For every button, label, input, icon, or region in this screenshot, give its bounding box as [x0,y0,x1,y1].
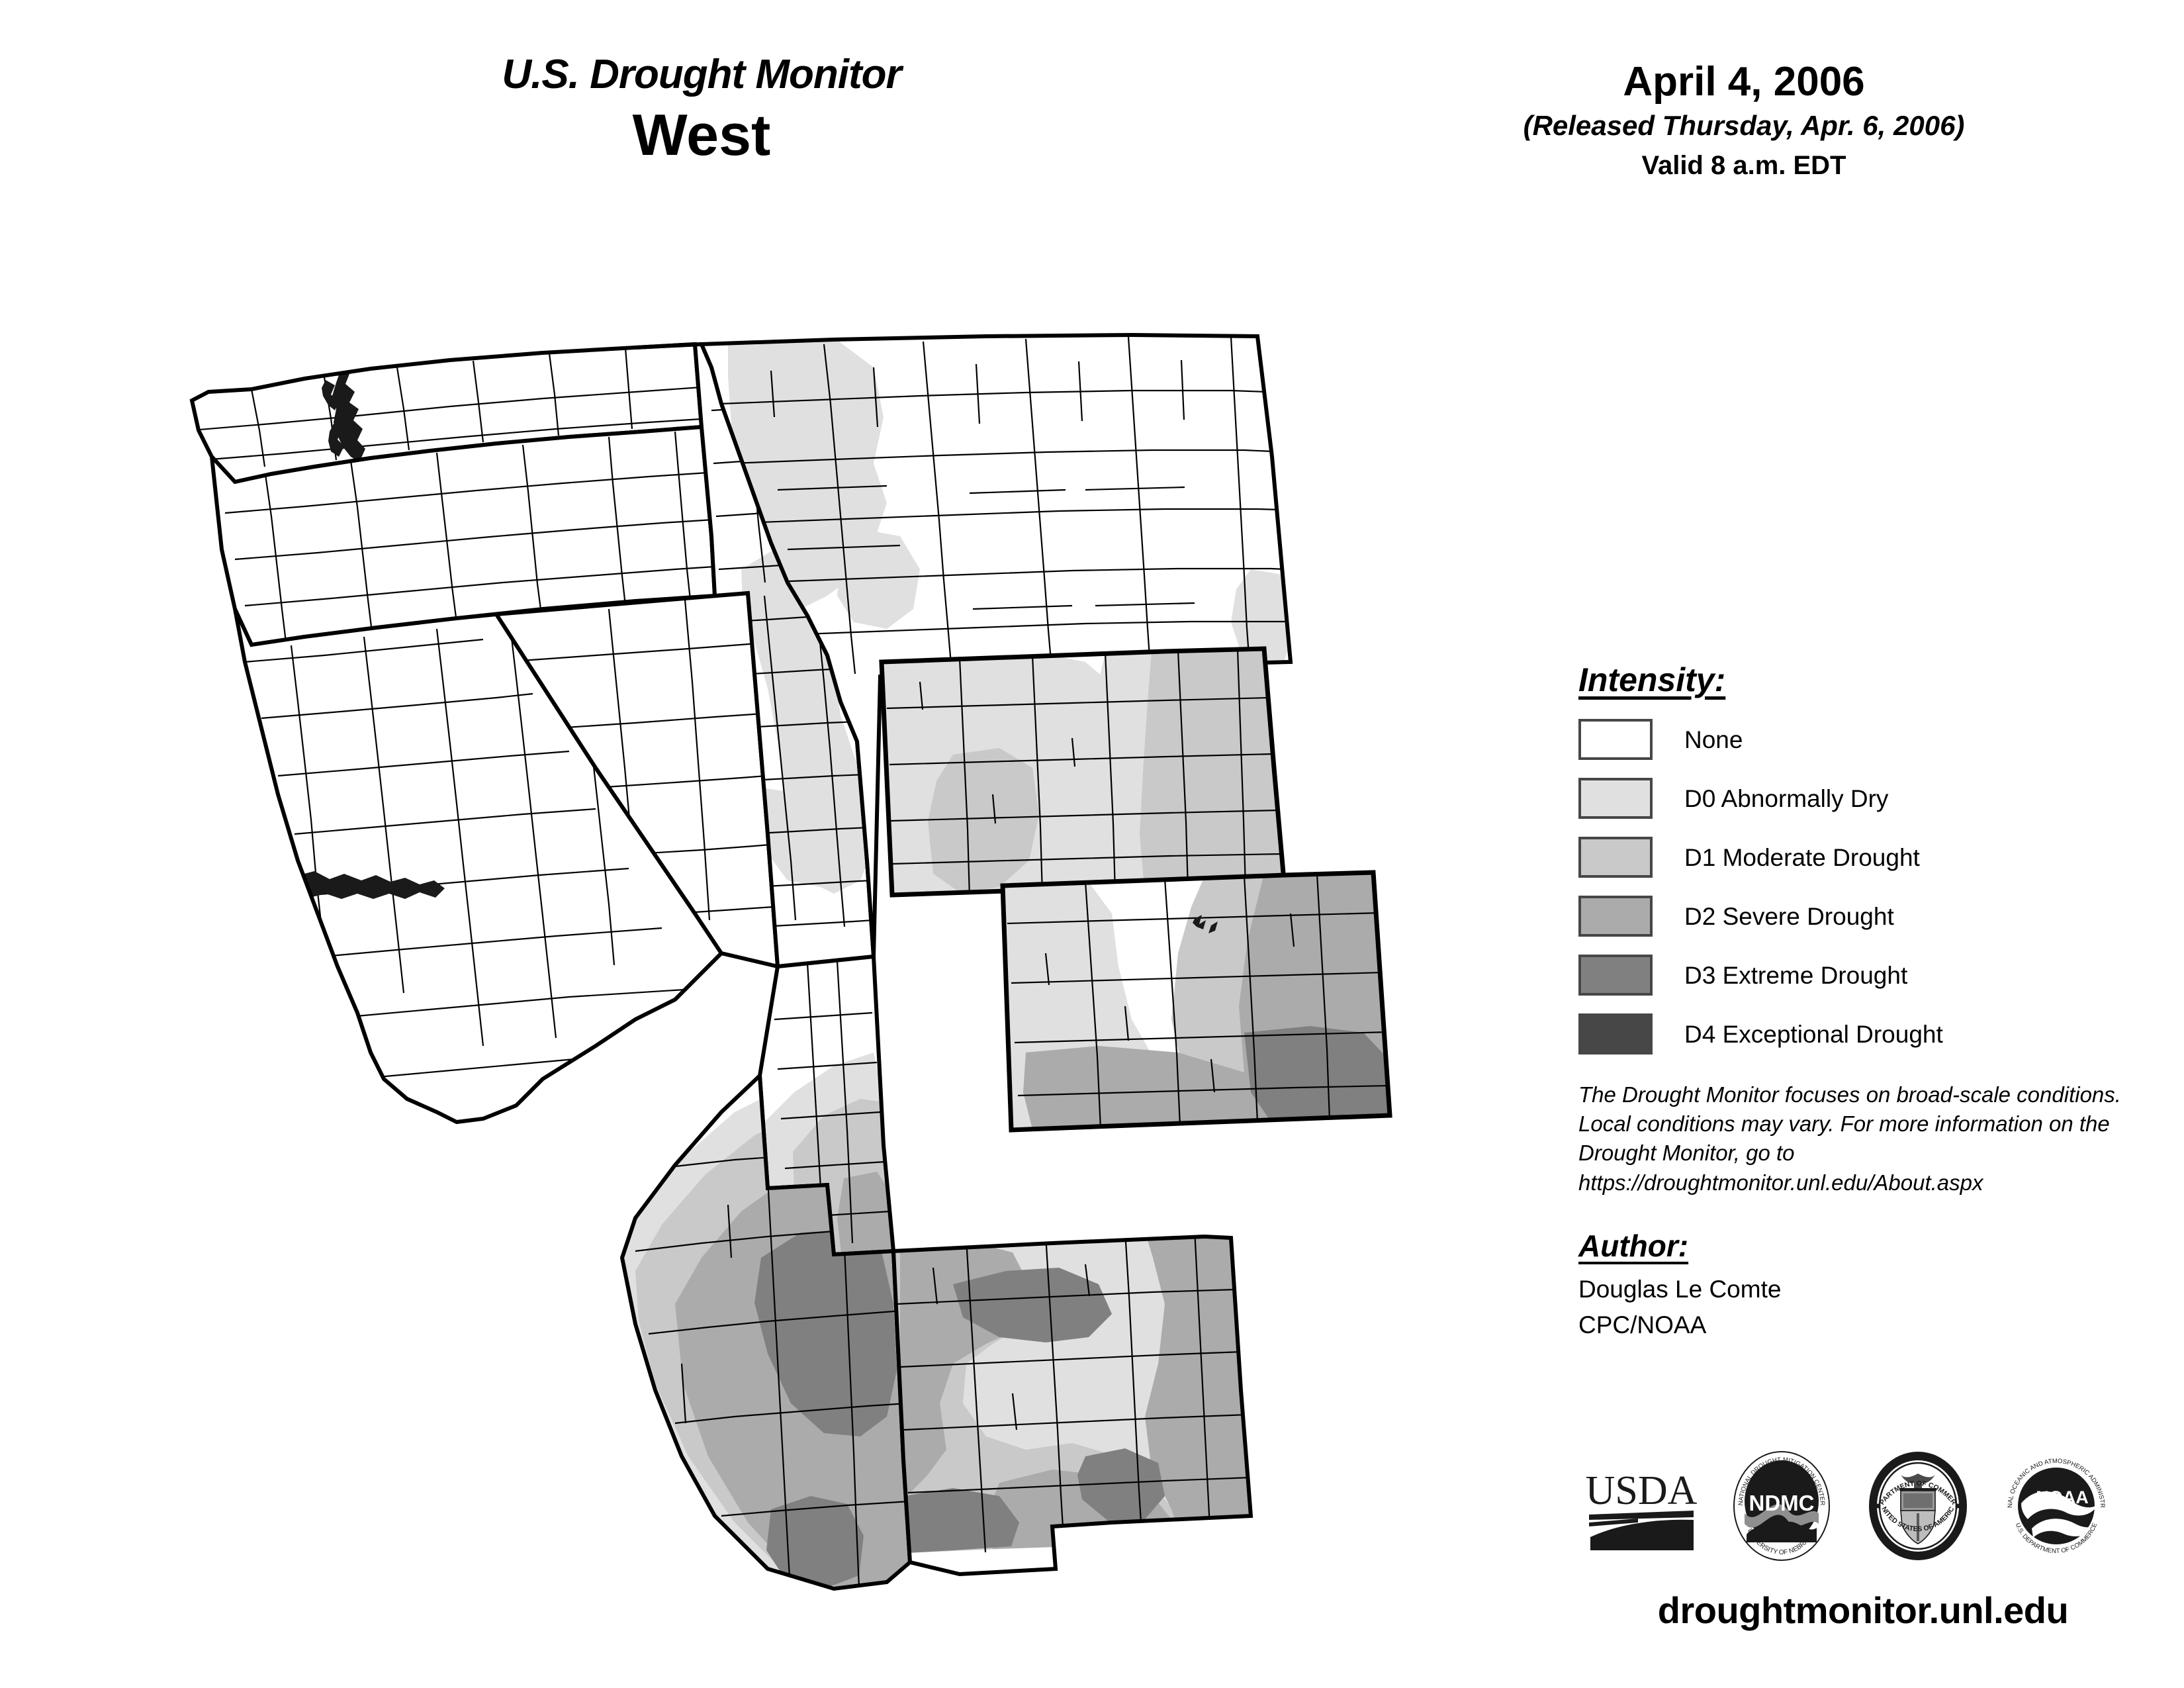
state-wyoming-inset [879,646,1287,898]
legend-label-d0: D0 Abnormally Dry [1684,784,1889,812]
author-affiliation: CPC/NOAA [1578,1311,1707,1338]
header-left: U.S. Drought Monitor West [377,53,1026,168]
region-title: West [632,102,771,168]
legend-list: None D0 Abnormally Dry D1 Moderate Droug… [1578,716,2161,1058]
footer-url[interactable]: droughtmonitor.unl.edu [1657,1589,2069,1631]
legend-heading: Intensity: [1578,661,1726,698]
legend-label-d2: D2 Severe Drought [1684,902,1894,930]
valid-date: April 4, 2006 [1623,59,1865,105]
legend-label-d4: D4 Exceptional Drought [1684,1020,1943,1048]
state-colorado-inset [1000,870,1392,1133]
legend-label-d1: D1 Moderate Drought [1684,843,1920,871]
legend-item-d3[interactable]: D3 Extreme Drought [1578,951,2161,999]
valid-time: Valid 8 a.m. EDT [1641,150,1846,180]
ndmc-logo: NDMC NATIONAL DROUGHT MITIGATION CENTER … [1733,1451,1830,1561]
legend-label-d3: D3 Extreme Drought [1684,961,1908,989]
author-name: Douglas Le Comte [1578,1276,1782,1303]
page-title: U.S. Drought Monitor [502,52,901,97]
state-utah [757,954,896,1257]
header-right: April 4, 2006 (Released Thursday, Apr. 6… [1436,59,2052,182]
drought-map [172,331,1403,1628]
legend-swatch-d3 [1578,955,1653,996]
svg-text:NOAA: NOAA [2036,1487,2089,1507]
svg-text:NDMC: NDMC [1749,1491,1814,1515]
legend-swatch-d2 [1578,896,1653,937]
legend-item-d4[interactable]: D4 Exceptional Drought [1578,1010,2161,1058]
release-date: (Released Thursday, Apr. 6, 2006) [1523,110,1965,142]
legend-swatch-d4 [1578,1013,1653,1055]
legend-item-none[interactable]: None [1578,716,2161,763]
legend-item-d1[interactable]: D1 Moderate Drought [1578,833,2161,881]
usda-logo: USDA [1586,1468,1698,1550]
author-heading: Author: [1578,1228,1689,1263]
legend-swatch-d0 [1578,778,1653,819]
svg-text:USDA: USDA [1586,1468,1698,1513]
map-svg [189,332,1392,1591]
legend-label-none: None [1684,726,1743,753]
legend-item-d0[interactable]: D0 Abnormally Dry [1578,774,2161,822]
legend-item-d2[interactable]: D2 Severe Drought [1578,892,2161,940]
legend-panel: Intensity: None D0 Abnormally Dry D1 Mod… [1578,662,2161,1341]
noaa-logo: NOAA NATIONAL OCEANIC AND ATMOSPHERIC AD… [2005,1452,2106,1555]
disclaimer-text: The Drought Monitor focuses on broad-sca… [1578,1082,2121,1195]
doc-logo: DEPARTMENT OF COMMERCE UNITED STATES OF … [1865,1450,1968,1560]
sponsor-logos: USDA NDMC NATIONAL DROUGHT MITIGATION CE… [1585,1443,2108,1569]
legend-swatch-d1 [1578,837,1653,878]
legend-swatch-none [1578,719,1653,760]
